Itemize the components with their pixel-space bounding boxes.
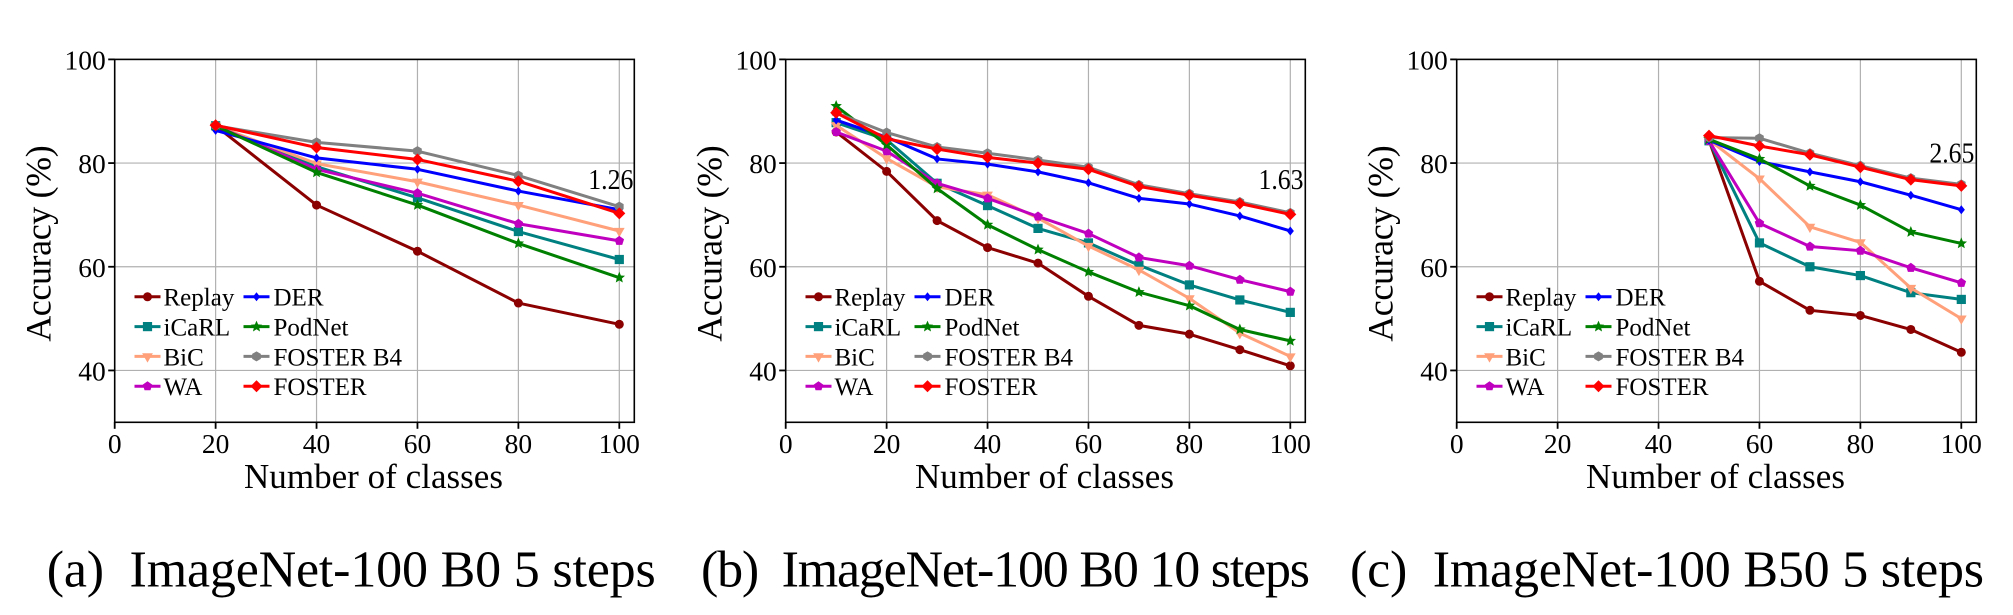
svg-text:100: 100: [1406, 44, 1447, 75]
svg-text:0: 0: [1450, 428, 1464, 459]
svg-text:DER: DER: [1616, 285, 1666, 312]
svg-text:Number of classes: Number of classes: [1586, 457, 1845, 496]
svg-text:40: 40: [1420, 355, 1448, 386]
svg-text:100: 100: [735, 44, 776, 75]
svg-text:80: 80: [749, 148, 777, 179]
svg-text:DER: DER: [274, 285, 324, 312]
svg-text:FOSTER: FOSTER: [1616, 374, 1709, 401]
svg-text:FOSTER B4: FOSTER B4: [1616, 344, 1745, 371]
svg-text:80: 80: [1420, 148, 1448, 179]
svg-text:DER: DER: [945, 285, 995, 312]
svg-text:1.63: 1.63: [1259, 165, 1304, 196]
svg-text:100: 100: [599, 428, 640, 459]
svg-text:40: 40: [303, 428, 331, 459]
svg-text:Number of classes: Number of classes: [244, 457, 503, 496]
svg-text:0: 0: [108, 428, 122, 459]
svg-text:Replay: Replay: [835, 285, 906, 312]
svg-text:WA: WA: [835, 374, 874, 401]
svg-text:iCaRL: iCaRL: [164, 315, 231, 342]
svg-text:Replay: Replay: [1506, 285, 1577, 312]
svg-text:60: 60: [1420, 252, 1448, 283]
svg-text:40: 40: [1645, 428, 1673, 459]
svg-text:20: 20: [873, 428, 901, 459]
svg-text:60: 60: [404, 428, 432, 459]
svg-text:60: 60: [1075, 428, 1103, 459]
svg-text:0: 0: [779, 428, 793, 459]
svg-text:80: 80: [1176, 428, 1204, 459]
svg-text:iCaRL: iCaRL: [835, 315, 902, 342]
svg-text:PodNet: PodNet: [274, 315, 349, 342]
svg-text:60: 60: [749, 252, 777, 283]
svg-text:40: 40: [749, 355, 777, 386]
svg-text:Replay: Replay: [164, 285, 235, 312]
svg-text:FOSTER: FOSTER: [945, 374, 1038, 401]
svg-text:40: 40: [974, 428, 1002, 459]
svg-text:80: 80: [505, 428, 533, 459]
svg-text:FOSTER B4: FOSTER B4: [274, 344, 403, 371]
svg-text:WA: WA: [164, 374, 203, 401]
svg-text:40: 40: [78, 355, 106, 386]
svg-text:60: 60: [78, 252, 106, 283]
svg-text:Accuracy (%): Accuracy (%): [690, 145, 730, 342]
svg-text:(a) ImageNet-100 B0 5 steps: (a) ImageNet-100 B0 5 steps: [47, 542, 656, 599]
svg-text:2.65: 2.65: [1929, 138, 1974, 169]
svg-text:PodNet: PodNet: [945, 315, 1020, 342]
svg-text:iCaRL: iCaRL: [1506, 315, 1573, 342]
svg-text:60: 60: [1746, 428, 1774, 459]
svg-text:FOSTER: FOSTER: [274, 374, 367, 401]
svg-text:20: 20: [1544, 428, 1572, 459]
svg-text:FOSTER B4: FOSTER B4: [945, 344, 1074, 371]
svg-text:BiC: BiC: [164, 344, 204, 371]
svg-text:WA: WA: [1506, 374, 1545, 401]
svg-text:(c) ImageNet-100 B50 5 steps: (c) ImageNet-100 B50 5 steps: [1350, 542, 1984, 599]
svg-text:80: 80: [1847, 428, 1875, 459]
svg-text:BiC: BiC: [835, 344, 875, 371]
svg-text:100: 100: [1270, 428, 1311, 459]
svg-text:PodNet: PodNet: [1616, 315, 1691, 342]
svg-text:20: 20: [202, 428, 230, 459]
svg-text:80: 80: [78, 148, 106, 179]
svg-text:1.26: 1.26: [588, 165, 633, 196]
svg-text:Number of classes: Number of classes: [915, 457, 1174, 496]
svg-text:BiC: BiC: [1506, 344, 1546, 371]
svg-text:Accuracy (%): Accuracy (%): [19, 145, 59, 342]
svg-text:Accuracy (%): Accuracy (%): [1361, 145, 1401, 342]
svg-text:100: 100: [1941, 428, 1982, 459]
svg-text:100: 100: [64, 44, 105, 75]
svg-text:(b) ImageNet-100 B0 10 steps: (b) ImageNet-100 B0 10 steps: [701, 542, 1310, 599]
